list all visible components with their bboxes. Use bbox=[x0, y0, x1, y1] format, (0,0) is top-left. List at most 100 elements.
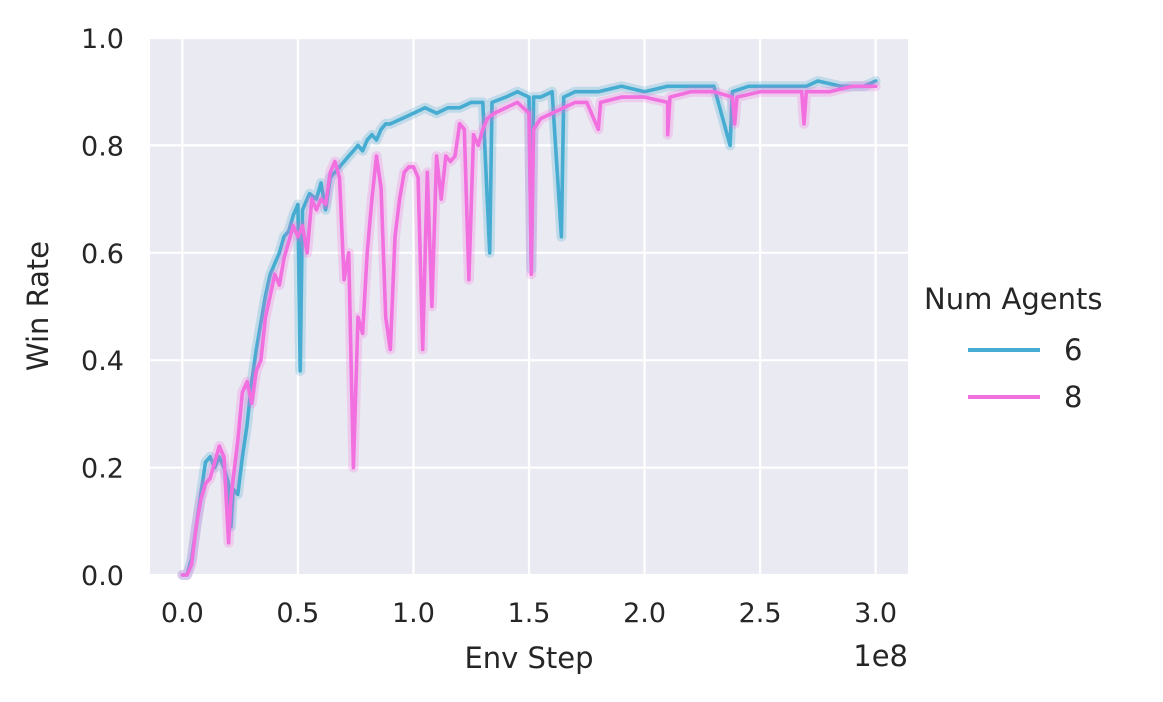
data-point bbox=[781, 90, 785, 94]
data-point bbox=[314, 208, 318, 212]
legend-label: 6 bbox=[1064, 333, 1082, 367]
data-point bbox=[298, 369, 302, 373]
data-point bbox=[562, 95, 566, 99]
data-point bbox=[282, 235, 286, 239]
data-point bbox=[411, 165, 416, 169]
data-point bbox=[619, 95, 624, 99]
data-point bbox=[374, 138, 379, 142]
data-point bbox=[356, 315, 360, 319]
data-point bbox=[287, 229, 291, 233]
data-point bbox=[453, 154, 457, 158]
data-point bbox=[180, 573, 184, 577]
data-point bbox=[245, 423, 249, 427]
data-point bbox=[712, 90, 716, 94]
data-point bbox=[370, 197, 374, 201]
data-point bbox=[504, 106, 508, 110]
legend: Num Agents 6 8 bbox=[924, 282, 1103, 414]
data-point bbox=[254, 369, 258, 373]
data-point bbox=[532, 95, 536, 99]
data-point bbox=[250, 401, 254, 405]
data-point bbox=[259, 358, 263, 362]
data-point bbox=[190, 562, 194, 566]
data-point bbox=[730, 95, 735, 99]
y-tick-label: 1.0 bbox=[81, 24, 124, 55]
data-point bbox=[208, 476, 212, 480]
y-tick-label: 0.6 bbox=[81, 239, 124, 270]
data-point bbox=[236, 439, 240, 443]
data-point bbox=[642, 95, 647, 99]
data-point bbox=[529, 272, 533, 276]
data-point bbox=[370, 133, 374, 137]
data-point bbox=[492, 111, 496, 115]
data-point bbox=[728, 143, 732, 147]
data-point bbox=[245, 380, 249, 384]
data-point bbox=[273, 272, 277, 276]
data-point bbox=[850, 84, 855, 88]
data-point bbox=[319, 197, 323, 201]
data-point bbox=[481, 100, 485, 104]
data-point bbox=[550, 111, 554, 115]
data-point bbox=[333, 159, 337, 164]
data-point bbox=[458, 106, 462, 110]
data-point bbox=[203, 460, 208, 464]
data-point bbox=[435, 111, 439, 115]
data-point bbox=[240, 390, 244, 394]
data-point bbox=[351, 149, 355, 153]
data-point bbox=[227, 482, 231, 486]
legend-label: 8 bbox=[1064, 380, 1082, 414]
data-point bbox=[374, 154, 379, 158]
y-axis-label: Win Rate bbox=[21, 241, 55, 371]
data-point bbox=[770, 84, 774, 88]
data-point bbox=[550, 90, 554, 94]
data-point bbox=[758, 90, 762, 94]
data-point bbox=[599, 100, 603, 104]
data-point bbox=[194, 525, 198, 529]
data-point bbox=[324, 208, 328, 212]
data-point bbox=[448, 159, 452, 164]
data-point bbox=[407, 165, 411, 169]
data-point bbox=[208, 455, 212, 459]
data-point bbox=[250, 380, 254, 384]
data-point bbox=[337, 176, 342, 180]
data-point bbox=[735, 95, 739, 99]
data-point bbox=[263, 294, 268, 298]
data-point bbox=[307, 192, 312, 196]
data-point bbox=[361, 331, 365, 335]
data-point bbox=[816, 79, 820, 83]
legend-title: Num Agents bbox=[924, 282, 1103, 316]
data-point bbox=[444, 154, 448, 158]
data-point bbox=[393, 235, 397, 239]
data-point bbox=[804, 90, 808, 94]
data-point bbox=[462, 127, 466, 131]
data-point bbox=[730, 90, 735, 94]
data-point bbox=[351, 466, 355, 470]
data-point bbox=[421, 347, 425, 352]
data-point bbox=[804, 84, 808, 88]
data-point bbox=[471, 133, 476, 137]
data-point bbox=[231, 476, 235, 480]
data-point bbox=[467, 278, 471, 282]
data-point bbox=[328, 170, 332, 174]
data-point bbox=[400, 117, 404, 121]
data-point bbox=[416, 176, 420, 180]
y-tick-label: 0.4 bbox=[81, 346, 124, 377]
data-point bbox=[689, 90, 693, 94]
data-point bbox=[254, 347, 258, 352]
data-point bbox=[458, 122, 462, 126]
data-point bbox=[268, 294, 272, 298]
data-point bbox=[217, 455, 221, 459]
data-point bbox=[423, 106, 427, 110]
data-point bbox=[573, 100, 577, 104]
data-point bbox=[305, 251, 309, 255]
data-point bbox=[874, 79, 878, 83]
data-point bbox=[527, 111, 531, 115]
data-point bbox=[666, 100, 670, 104]
x-tick-label: 2.0 bbox=[623, 598, 666, 629]
data-point bbox=[342, 278, 346, 282]
data-point bbox=[398, 197, 402, 201]
data-point bbox=[384, 122, 388, 126]
x-tick-label: 1.5 bbox=[508, 598, 551, 629]
data-point bbox=[596, 127, 600, 131]
data-point bbox=[411, 111, 416, 115]
x-tick-label: 2.5 bbox=[739, 598, 782, 629]
